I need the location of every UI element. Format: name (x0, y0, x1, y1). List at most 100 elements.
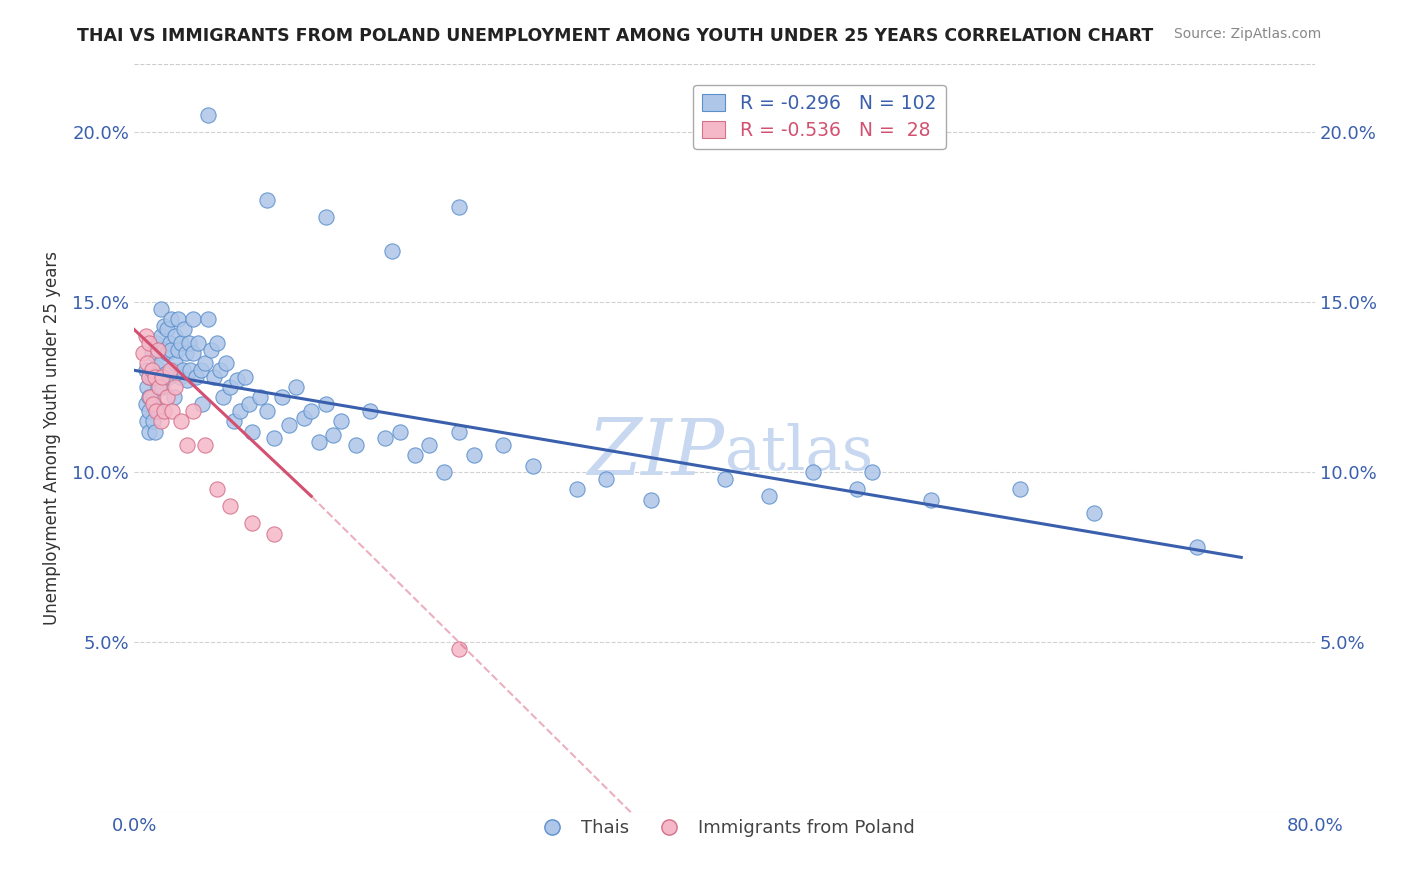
Point (240, 516, 263, 531)
Point (138, 404, 160, 418)
Point (191, 397, 214, 411)
Point (299, 404, 322, 418)
Text: ZIP: ZIP (588, 415, 724, 491)
Point (595, 472, 617, 486)
Point (146, 404, 169, 418)
Point (713, 472, 735, 486)
Y-axis label: Unemployment Among Youth under 25 years: Unemployment Among Youth under 25 years (44, 252, 60, 625)
Point (149, 329, 172, 343)
Point (142, 391, 165, 405)
Point (315, 210, 337, 224)
Point (138, 336, 160, 351)
Point (138, 370, 160, 384)
Point (224, 414, 246, 428)
Point (1185, 540, 1208, 554)
Point (208, 363, 231, 377)
Point (150, 380, 173, 394)
Point (142, 397, 165, 411)
Point (433, 466, 456, 480)
Point (202, 370, 225, 384)
Point (145, 404, 167, 418)
Point (162, 363, 184, 377)
Point (522, 458, 544, 473)
Point (148, 370, 170, 384)
Point (187, 336, 209, 351)
Point (152, 404, 174, 418)
Point (197, 108, 219, 122)
Point (149, 301, 172, 316)
Point (146, 343, 169, 357)
Point (146, 380, 169, 394)
Point (157, 370, 180, 384)
Point (165, 356, 187, 370)
Point (163, 391, 186, 405)
Point (205, 483, 228, 497)
Point (165, 380, 187, 394)
Point (256, 404, 278, 418)
Point (139, 391, 162, 405)
Point (170, 336, 193, 351)
Legend: Thais, Immigrants from Poland: Thais, Immigrants from Poland (527, 813, 922, 845)
Point (226, 374, 249, 388)
Point (148, 380, 170, 394)
Point (172, 363, 194, 377)
Point (152, 319, 174, 334)
Point (214, 356, 236, 370)
Point (155, 391, 177, 405)
Point (176, 438, 198, 452)
Point (801, 466, 824, 480)
Point (160, 312, 183, 326)
Point (565, 483, 588, 497)
Point (149, 414, 172, 428)
Point (176, 374, 198, 388)
Point (285, 380, 308, 394)
Point (329, 414, 352, 428)
Point (344, 438, 367, 452)
Point (920, 492, 942, 507)
Point (238, 397, 260, 411)
Point (145, 359, 167, 374)
Point (173, 322, 195, 336)
Point (141, 363, 163, 377)
Point (447, 642, 470, 657)
Point (142, 414, 165, 428)
Point (155, 322, 177, 336)
Point (256, 193, 278, 207)
Text: Source: ZipAtlas.com: Source: ZipAtlas.com (1174, 27, 1322, 41)
Point (308, 434, 330, 449)
Point (135, 329, 157, 343)
Point (263, 431, 285, 445)
Point (263, 526, 285, 541)
Point (404, 448, 426, 462)
Point (143, 425, 166, 439)
Point (132, 346, 155, 360)
Text: THAI VS IMMIGRANTS FROM POLAND UNEMPLOYMENT AMONG YOUTH UNDER 25 YEARS CORRELATI: THAI VS IMMIGRANTS FROM POLAND UNEMPLOYM… (77, 27, 1153, 45)
Point (159, 336, 181, 351)
Point (492, 438, 515, 452)
Point (418, 438, 440, 452)
Point (447, 425, 470, 439)
Point (278, 417, 301, 432)
Point (359, 404, 381, 418)
Point (200, 343, 222, 357)
Point (447, 200, 470, 214)
Point (322, 428, 344, 442)
Point (141, 346, 163, 360)
Point (141, 370, 163, 384)
Point (159, 363, 181, 377)
Point (315, 397, 337, 411)
Point (292, 410, 315, 425)
Point (181, 312, 204, 326)
Point (170, 414, 193, 428)
Point (160, 343, 183, 357)
Point (138, 370, 160, 384)
Point (150, 370, 173, 384)
Point (145, 336, 167, 351)
Point (138, 391, 160, 405)
Point (136, 356, 159, 370)
Point (155, 346, 177, 360)
Point (463, 448, 485, 462)
Point (136, 414, 159, 428)
Point (167, 343, 190, 357)
Point (219, 500, 242, 514)
